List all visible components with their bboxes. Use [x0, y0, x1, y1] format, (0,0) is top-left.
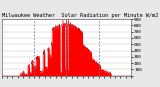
Text: Milwaukee Weather  Solar Radiation per Minute W/m2 (Last 24 Hours): Milwaukee Weather Solar Radiation per Mi…: [2, 13, 160, 18]
